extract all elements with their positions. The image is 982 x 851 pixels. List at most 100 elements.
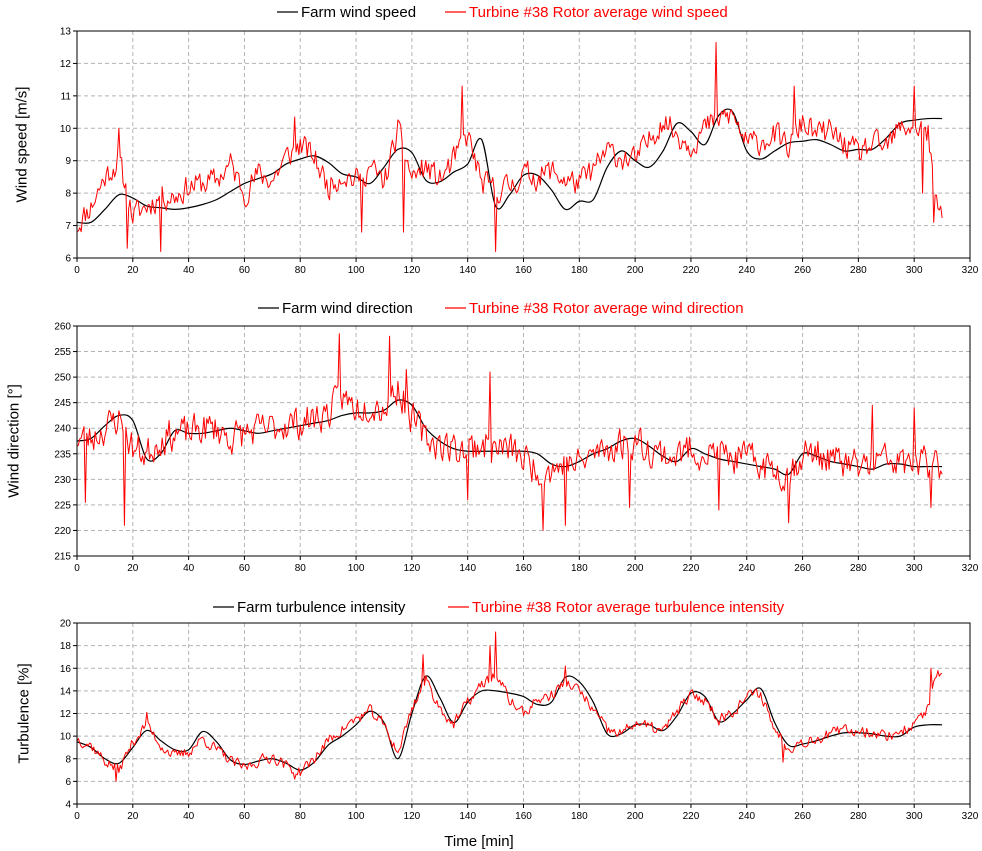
x-tick-label: 60 [239,563,251,574]
x-tick-label: 220 [683,811,700,822]
y-tick-label: 230 [54,475,71,486]
y-tick-label: 255 [54,347,71,358]
y-tick-label: 6 [65,254,71,265]
x-tick-label: 140 [459,811,476,822]
x-tick-label: 120 [404,265,421,276]
grid [77,326,970,556]
legend: Farm wind speed Turbine #38 Rotor average… [277,4,728,21]
x-tick-label: 100 [348,811,365,822]
y-tick-label: 225 [54,500,71,511]
legend-entry: Farm turbulence intensity [237,599,406,616]
x-tick-label: 200 [627,563,644,574]
y-tick-label: 20 [60,619,72,630]
x-tick-label: 60 [239,265,251,276]
y-tick-label: 16 [60,664,72,675]
legend-entry: Turbine #38 Rotor average wind direction [469,300,744,317]
x-tick-label: 0 [74,563,80,574]
y-tick-label: 215 [54,552,71,563]
y-tick-label: 7 [65,221,71,232]
x-tick-label: 180 [571,265,588,276]
legend-entry: Farm wind speed [301,4,416,21]
y-tick-label: 13 [60,27,72,38]
y-tick-label: 12 [60,59,72,70]
x-tick-label: 180 [571,563,588,574]
x-tick-label: 240 [738,563,755,574]
axis-ticks: 0 20 40 60 80 100 120 140 160 180 200 220 240 260 280 3… [54,322,978,575]
y-tick-label: 14 [60,686,72,697]
legend-entry: Farm wind direction [282,300,413,317]
y-tick-label: 10 [60,124,72,135]
y-axis-label: Wind speed [m/s] [14,87,31,203]
x-tick-label: 160 [515,811,532,822]
x-tick-label: 100 [348,563,365,574]
x-tick-label: 20 [127,265,139,276]
x-tick-label: 20 [127,563,139,574]
x-axis-label: Time [min] [444,833,513,850]
x-tick-label: 200 [627,811,644,822]
y-tick-label: 260 [54,322,71,333]
x-tick-label: 300 [906,265,923,276]
x-tick-label: 0 [74,265,80,276]
y-tick-label: 6 [65,777,71,788]
x-tick-label: 300 [906,563,923,574]
x-tick-label: 320 [962,811,979,822]
x-tick-label: 240 [738,811,755,822]
y-tick-label: 8 [65,754,71,765]
x-tick-label: 260 [794,563,811,574]
series-line-farm [76,675,943,771]
y-tick-label: 10 [60,732,72,743]
x-tick-label: 280 [850,563,867,574]
x-tick-label: 160 [515,563,532,574]
y-tick-label: 220 [54,526,71,537]
series-line-turbine [76,631,943,782]
axis-ticks: 0 20 40 60 80 100 120 140 160 180 200 220 240 260 280 3… [60,27,979,277]
x-tick-label: 0 [74,811,80,822]
grid [77,31,970,258]
x-tick-label: 140 [459,265,476,276]
x-tick-label: 260 [794,265,811,276]
x-tick-label: 80 [295,563,307,574]
series-line-farm [76,399,943,476]
y-tick-label: 240 [54,424,71,435]
x-tick-label: 120 [404,563,421,574]
x-tick-label: 40 [183,563,195,574]
y-tick-label: 12 [60,709,72,720]
x-tick-label: 20 [127,811,139,822]
x-tick-label: 320 [962,265,979,276]
series-line-farm [76,108,943,224]
x-tick-label: 40 [183,811,195,822]
y-tick-label: 250 [54,373,71,384]
x-tick-label: 220 [683,265,700,276]
x-tick-label: 120 [404,811,421,822]
x-tick-label: 40 [183,265,195,276]
legend: Farm wind direction Turbine #38 Rotor ave… [258,300,744,317]
x-tick-label: 280 [850,265,867,276]
y-tick-label: 245 [54,398,71,409]
x-tick-label: 80 [295,265,307,276]
x-tick-label: 80 [295,811,307,822]
y-tick-label: 18 [60,641,72,652]
y-tick-label: 9 [65,156,71,167]
y-axis-label: Wind direction [°] [6,384,23,498]
turbulence-panel: 0 20 40 60 80 100 120 140 160 180 200 220 240 260 280 3… [16,599,979,822]
x-tick-label: 220 [683,563,700,574]
x-tick-label: 280 [850,811,867,822]
x-tick-label: 320 [962,563,979,574]
x-tick-label: 100 [348,265,365,276]
x-tick-label: 180 [571,811,588,822]
y-tick-label: 8 [65,189,71,200]
x-tick-label: 60 [239,811,251,822]
y-tick-label: 11 [61,91,72,102]
legend: Farm turbulence intensity Turbine #38 Rot… [213,599,785,616]
x-tick-label: 140 [459,563,476,574]
x-tick-label: 300 [906,811,923,822]
x-tick-label: 260 [794,811,811,822]
wind-direction-panel: 0 20 40 60 80 100 120 140 160 180 200 220 240 260 280 3… [6,300,979,574]
x-tick-label: 200 [627,265,644,276]
x-tick-label: 240 [738,265,755,276]
series-line-turbine [76,333,943,531]
y-tick-label: 235 [54,449,71,460]
series-line-turbine [76,41,943,253]
x-tick-label: 160 [515,265,532,276]
legend-entry: Turbine #38 Rotor average turbulence int… [472,599,785,616]
